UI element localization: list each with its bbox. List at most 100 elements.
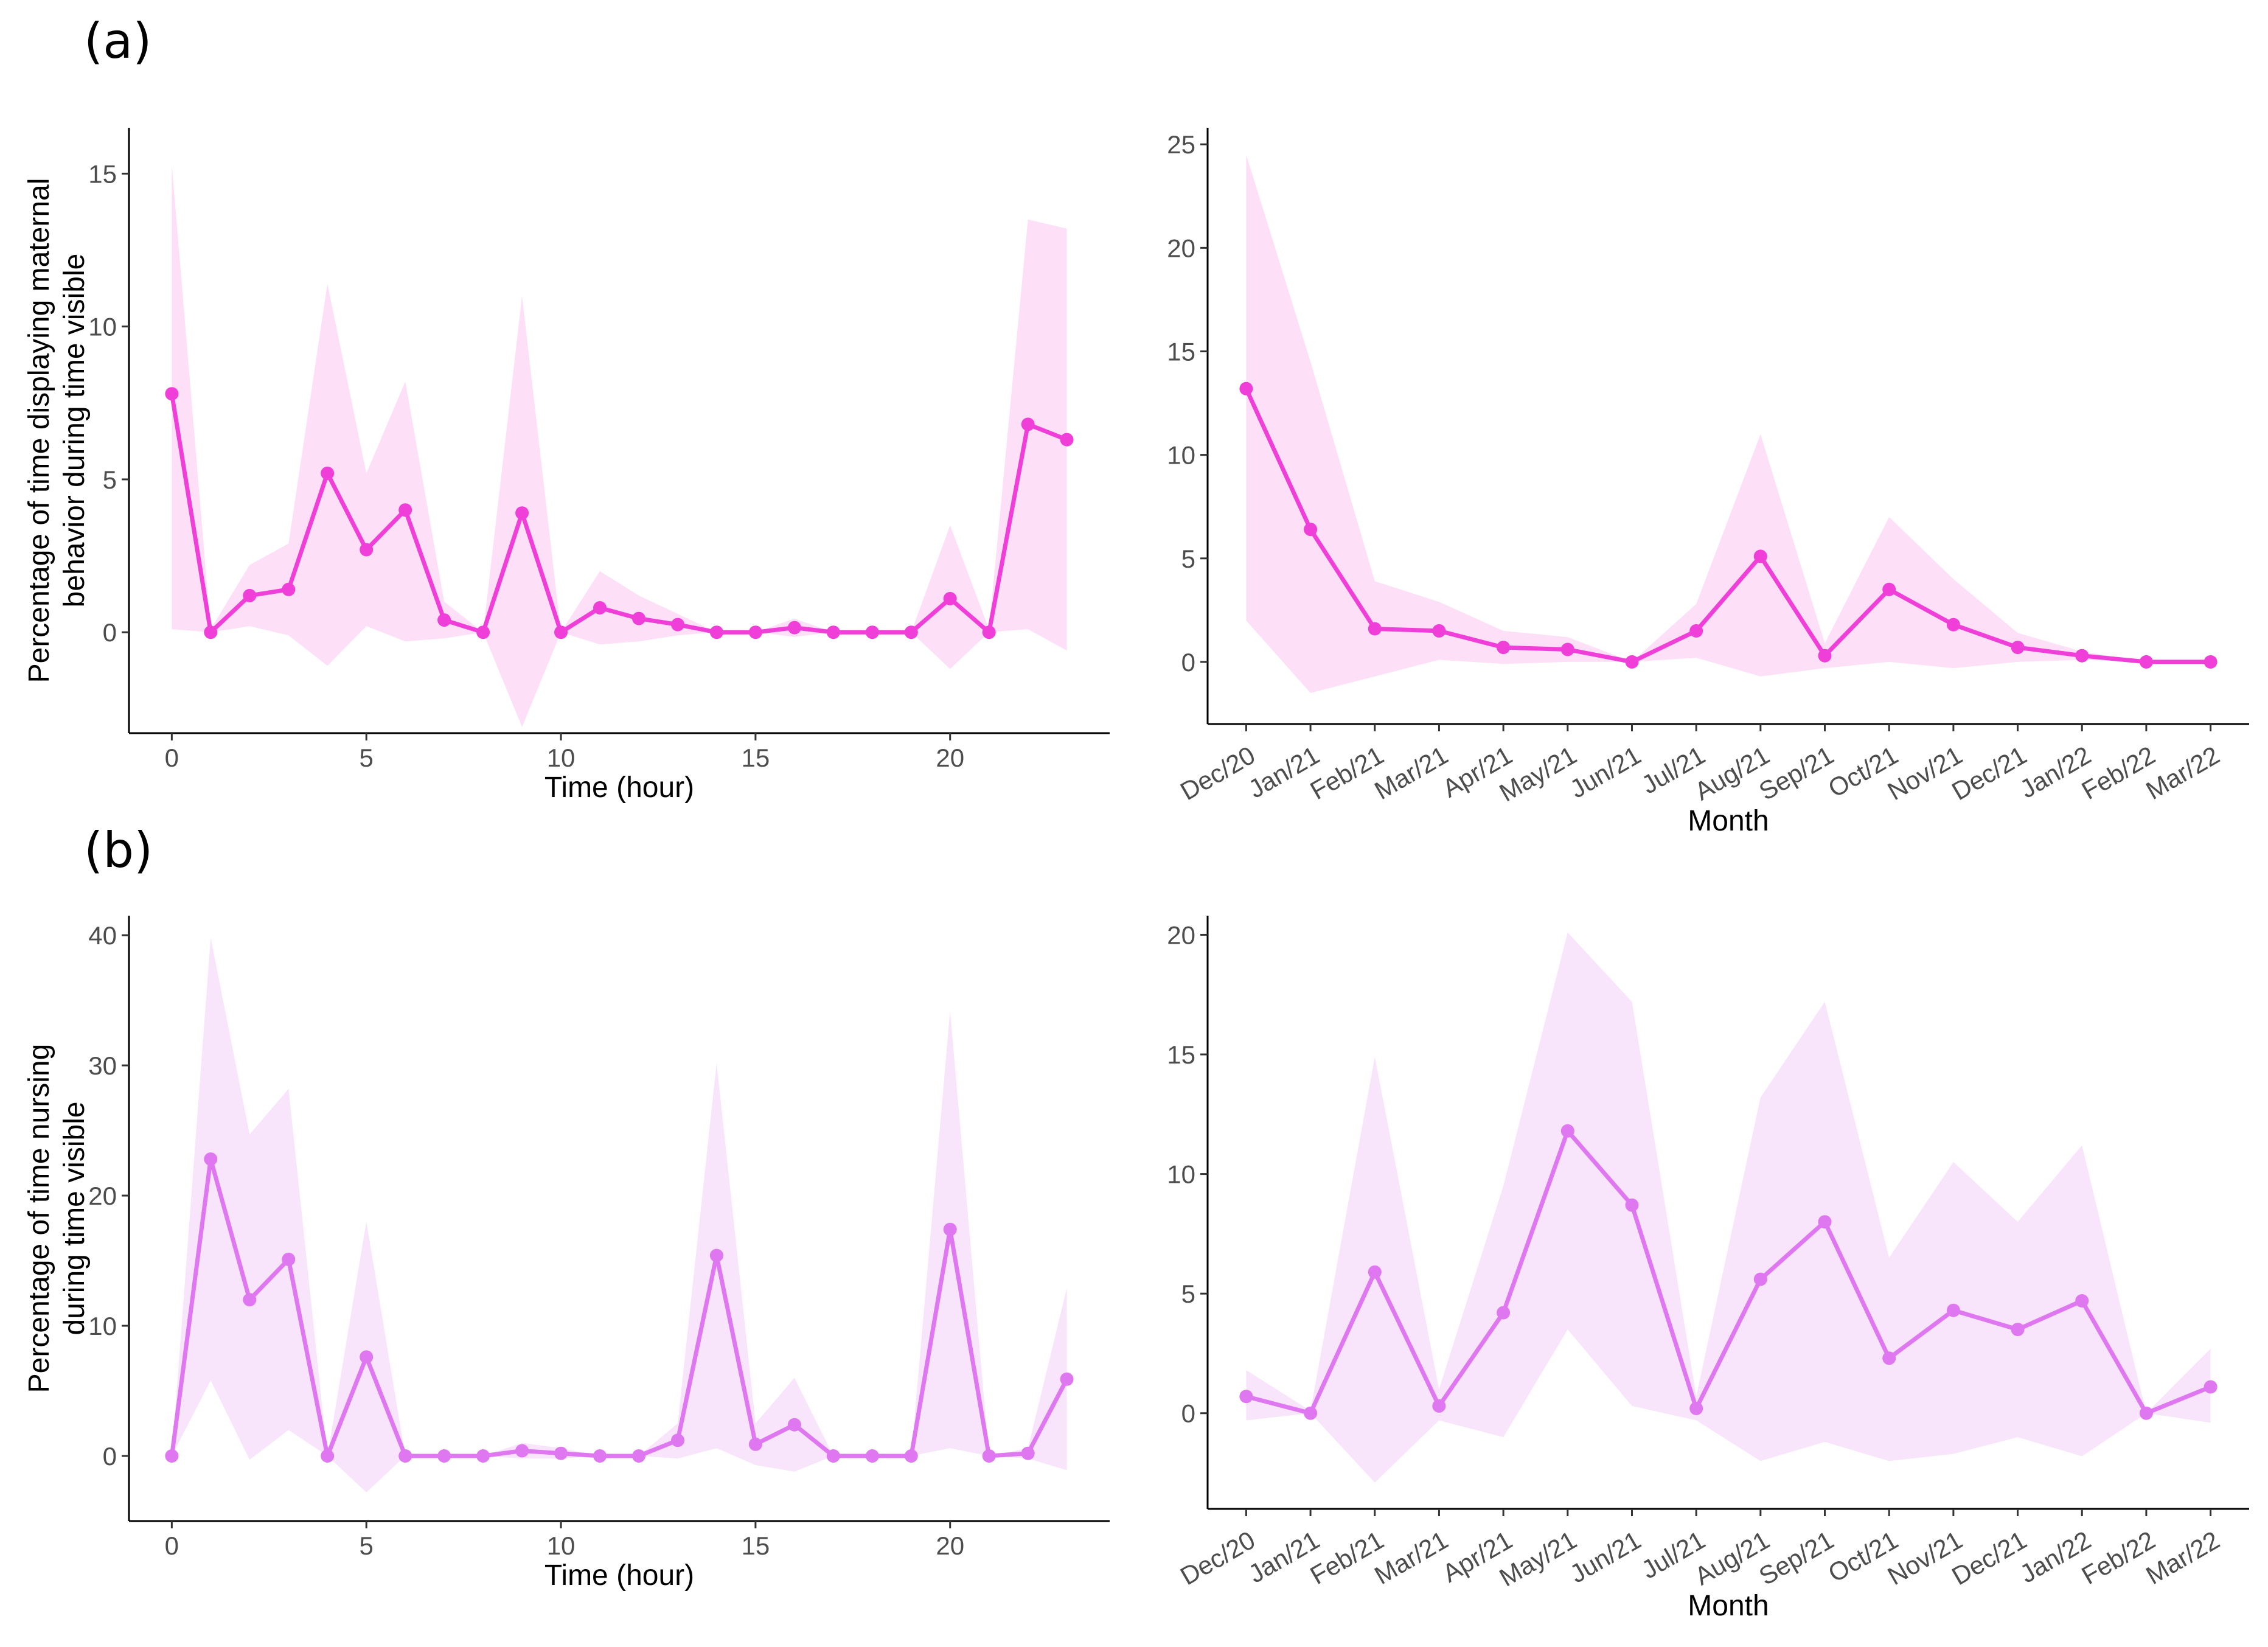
- x-tick-label: Dec/20: [1175, 1525, 1260, 1590]
- data-point: [1021, 417, 1035, 431]
- x-tick-label: Jun/21: [1565, 1525, 1646, 1589]
- data-point: [1946, 1303, 1960, 1317]
- data-point: [1368, 622, 1382, 636]
- y-tick-label: 5: [1181, 1280, 1195, 1308]
- data-point: [476, 625, 490, 639]
- data-point: [593, 1449, 607, 1463]
- data-point: [1560, 642, 1574, 656]
- y-tick-label: 5: [103, 465, 117, 494]
- y-tick-label: 10: [1167, 441, 1195, 470]
- y-axis-title-line: behavior during time visible: [58, 254, 91, 608]
- data-point: [2204, 1380, 2218, 1394]
- x-tick-label: Mar/21: [1369, 1525, 1453, 1590]
- data-point: [865, 1449, 879, 1463]
- data-point: [1304, 1406, 1318, 1420]
- data-point: [2139, 655, 2153, 669]
- data-point: [826, 625, 840, 639]
- x-tick-label: 15: [742, 1531, 770, 1560]
- data-point: [1818, 1215, 1832, 1229]
- data-point: [321, 466, 335, 480]
- y-axis-title-line: Percentage of time nursing: [23, 1044, 55, 1393]
- x-tick-label: 20: [936, 743, 964, 772]
- data-point: [282, 1252, 296, 1266]
- x-tick-label: Sep/21: [1754, 740, 1838, 806]
- y-tick-label: 0: [1181, 648, 1195, 677]
- x-tick-label: Mar/22: [2141, 740, 2224, 805]
- data-point: [709, 1248, 723, 1262]
- data-point: [943, 591, 957, 605]
- data-point: [2011, 1323, 2025, 1337]
- data-point: [2204, 655, 2218, 669]
- y-tick-label: 15: [1167, 338, 1195, 366]
- series-line: [1244, 388, 2211, 664]
- data-point: [437, 613, 451, 627]
- data-point: [321, 1449, 335, 1463]
- series-line: [169, 1157, 1069, 1458]
- y-tick-label: 10: [88, 313, 117, 341]
- data-point: [787, 621, 801, 635]
- data-point: [165, 387, 179, 401]
- x-axis-title: Time (hour): [544, 771, 694, 804]
- data-point: [2075, 1294, 2089, 1308]
- x-tick-label: 0: [165, 1531, 179, 1560]
- y-tick-label: 5: [1181, 545, 1195, 573]
- data-point: [1368, 1265, 1382, 1279]
- data-point: [826, 1449, 840, 1463]
- data-point: [1753, 549, 1767, 563]
- data-point: [1432, 624, 1446, 638]
- data-point: [593, 601, 607, 615]
- data-point: [1432, 1399, 1446, 1413]
- data-point: [243, 588, 257, 602]
- data-point: [1689, 624, 1703, 638]
- data-point: [1239, 381, 1253, 395]
- data-point: [748, 625, 762, 639]
- x-axis-title: Time (hour): [544, 1559, 694, 1592]
- x-tick-label: 5: [360, 1531, 374, 1560]
- data-point: [671, 618, 684, 632]
- series-line: [169, 393, 1068, 635]
- confidence-band: [172, 164, 1067, 727]
- x-tick-label: Jan/21: [1244, 1525, 1324, 1589]
- data-point: [398, 503, 412, 517]
- y-tick-label: 20: [88, 1182, 117, 1210]
- data-point: [1060, 433, 1074, 447]
- y-axis-title-line: Percentage of time displaying maternal: [23, 178, 55, 683]
- data-point: [243, 1293, 257, 1307]
- data-point: [2139, 1406, 2153, 1420]
- x-tick-label: Feb/21: [1306, 740, 1389, 805]
- x-tick-label: Mar/21: [1369, 740, 1453, 805]
- chart-nursing-by-month: 05101520Dec/20Jan/21Feb/21Mar/21Apr/21Ma…: [1167, 916, 2249, 1622]
- y-tick-label: 0: [103, 1442, 117, 1471]
- data-point: [1304, 523, 1318, 537]
- x-tick-label: 10: [547, 1531, 576, 1560]
- y-tick-label: 0: [103, 618, 117, 647]
- data-point: [360, 543, 374, 557]
- data-point: [1818, 649, 1832, 663]
- x-tick-label: Dec/21: [1947, 740, 2031, 806]
- data-point: [632, 1449, 645, 1463]
- x-tick-label: Nov/21: [1883, 740, 1967, 806]
- x-tick-label: 20: [936, 1531, 964, 1560]
- data-point: [515, 506, 529, 520]
- data-point: [360, 1350, 374, 1364]
- y-tick-label: 30: [88, 1051, 117, 1080]
- panel-label-b: (b): [84, 822, 153, 879]
- data-point: [1753, 1272, 1767, 1286]
- x-tick-label: Aug/21: [1690, 1525, 1775, 1590]
- data-point: [632, 611, 645, 625]
- data-point: [1946, 618, 1960, 632]
- data-point: [1882, 582, 1896, 596]
- data-point: [1060, 1372, 1074, 1386]
- data-point: [398, 1449, 412, 1463]
- x-tick-label: Feb/22: [2077, 1525, 2160, 1590]
- x-tick-label: 10: [547, 743, 576, 772]
- data-point: [904, 1449, 918, 1463]
- data-point: [554, 625, 568, 639]
- data-point: [671, 1433, 684, 1447]
- data-point: [554, 1446, 568, 1460]
- x-tick-label: Jan/22: [2015, 1525, 2096, 1589]
- y-tick-label: 10: [1167, 1160, 1195, 1189]
- y-axis-title-line: during time visible: [58, 1101, 91, 1335]
- data-point: [2011, 641, 2025, 655]
